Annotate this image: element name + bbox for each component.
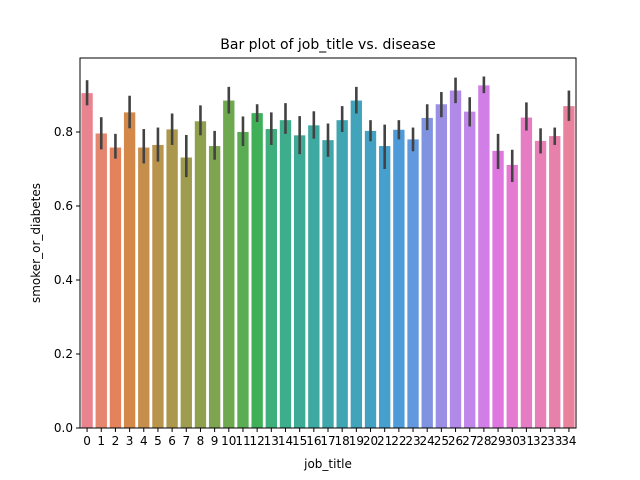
bars-group [81,85,575,429]
x-tick-label: 23 [405,434,420,448]
x-tick-label: 22 [391,434,406,448]
x-tick-label: 29 [490,434,505,448]
y-tick-label: 0.0 [54,421,73,435]
x-tick-label: 21 [377,434,392,448]
bar-22 [393,129,405,428]
bar-6 [166,129,178,428]
x-axis: 0 1 2 3 4 5 6 7 8 9 101112131415161718192021222324… [83,428,577,448]
x-tick-label: 34 [561,434,576,448]
x-tick-label: 3 [126,434,134,448]
bar-28 [478,85,490,428]
bar-33 [549,136,561,428]
y-axis: 0.0 0.2 0.4 0.6 0.8 [54,125,80,435]
x-tick-label: 2 [112,434,120,448]
bar-2 [109,147,122,429]
x-tick-label: 26 [448,434,463,448]
bar-0 [81,93,93,429]
bar-5 [152,144,164,428]
bar-11 [237,132,249,428]
y-tick-label: 0.6 [54,199,73,213]
bar-34 [563,106,575,428]
bar-17 [322,140,334,428]
bar-30 [506,164,518,428]
bar-15 [293,135,306,428]
bar-19 [350,100,363,429]
bar-3 [123,112,136,428]
bar-13 [265,129,277,429]
bar-12 [251,113,263,428]
chart-title: Bar plot of job_title vs. disease [220,37,435,53]
bar-9 [208,146,221,428]
bar-1 [95,133,107,429]
y-axis-label: smoker_or_diabetes [29,183,43,303]
bar-8 [194,121,207,429]
x-tick-label: 14 [278,434,293,448]
bar-21 [379,146,391,428]
x-tick-label: 16 [306,434,321,448]
bar-10 [223,100,235,429]
bar-26 [449,90,462,428]
x-tick-label: 7 [182,434,190,448]
x-tick-label: 15 [292,434,307,448]
bar-4 [138,147,150,429]
bar-20 [364,130,377,428]
x-tick-label: 1 [97,434,105,448]
bar-23 [407,139,419,428]
y-tick-label: 0.2 [54,347,73,361]
bar-16 [308,125,320,428]
x-tick-label: 18 [335,434,350,448]
bar-27 [464,111,476,429]
x-tick-label: 30 [505,434,520,448]
x-tick-label: 25 [434,434,449,448]
x-tick-label: 32 [533,434,548,448]
bar-14 [279,120,292,428]
x-tick-label: 31 [519,434,534,448]
x-tick-label: 6 [168,434,176,448]
bar-32 [534,140,547,428]
x-tick-label: 8 [197,434,205,448]
bar-7 [180,157,192,428]
x-tick-label: 12 [250,434,265,448]
x-tick-label: 9 [211,434,219,448]
x-tick-label: 20 [363,434,378,448]
bar-25 [435,104,448,428]
bar-18 [336,120,348,428]
bar-31 [520,117,533,428]
bar-24 [421,117,433,428]
x-tick-label: 33 [547,434,562,448]
x-tick-label: 4 [140,434,148,448]
plot-frame [79,57,577,429]
x-tick-label: 27 [462,434,477,448]
bar-29 [492,150,504,428]
x-axis-label: job_title [303,457,352,471]
x-tick-label: 0 [83,434,91,448]
x-tick-label: 13 [264,434,279,448]
y-tick-label: 0.8 [54,125,73,139]
x-tick-label: 28 [476,434,491,448]
x-tick-label: 11 [235,434,250,448]
x-tick-label: 17 [320,434,335,448]
x-tick-label: 24 [420,434,435,448]
error-bars-group [85,76,571,182]
x-tick-label: 10 [221,434,236,448]
x-tick-label: 5 [154,434,162,448]
x-tick-label: 19 [349,434,364,448]
y-tick-label: 0.4 [54,273,73,287]
